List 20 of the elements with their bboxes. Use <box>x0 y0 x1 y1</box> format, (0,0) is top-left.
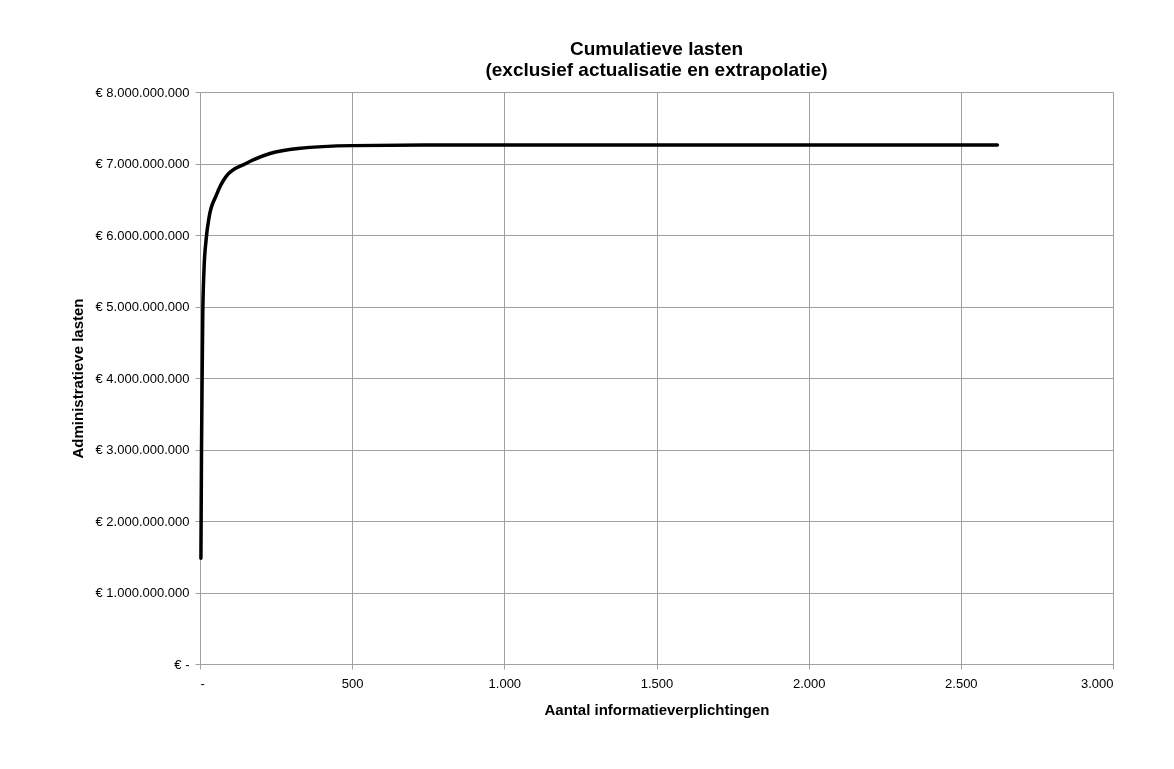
x-tick-label: 1.000 <box>488 675 522 691</box>
x-tick-label: - <box>200 675 205 691</box>
x-tick-label: 2.500 <box>945 675 978 691</box>
x-tick-label: 500 <box>341 675 364 691</box>
x-tick-label: 2.000 <box>792 675 826 691</box>
x-tick-label: 3.000 <box>1080 675 1114 691</box>
chart-title: Cumulatieve lasten (exclusief actualisatie en extrapolatie) <box>485 38 828 80</box>
line-series <box>199 143 1000 560</box>
y-tick-label: € 6.000.000.000 <box>95 227 190 243</box>
y-tick-label: € 4.000.000.000 <box>95 370 190 386</box>
y-axis-title: Administratieve lasten <box>68 298 86 459</box>
y-tick-label: € 2.000.000.000 <box>95 513 190 529</box>
y-tick-label: € 3.000.000.000 <box>95 442 190 457</box>
y-tick-label: € - <box>174 656 190 672</box>
y-tick-label: € 5.000.000.000 <box>95 299 190 314</box>
y-tick-label: € 8.000.000.000 <box>95 84 190 100</box>
y-tick-label: € 7.000.000.000 <box>95 156 190 171</box>
y-tick-label: € 1.000.000.000 <box>95 585 190 600</box>
x-tick-label: 1.500 <box>640 675 674 691</box>
x-axis-title: Aantal informatieverplichtingen <box>544 700 770 718</box>
